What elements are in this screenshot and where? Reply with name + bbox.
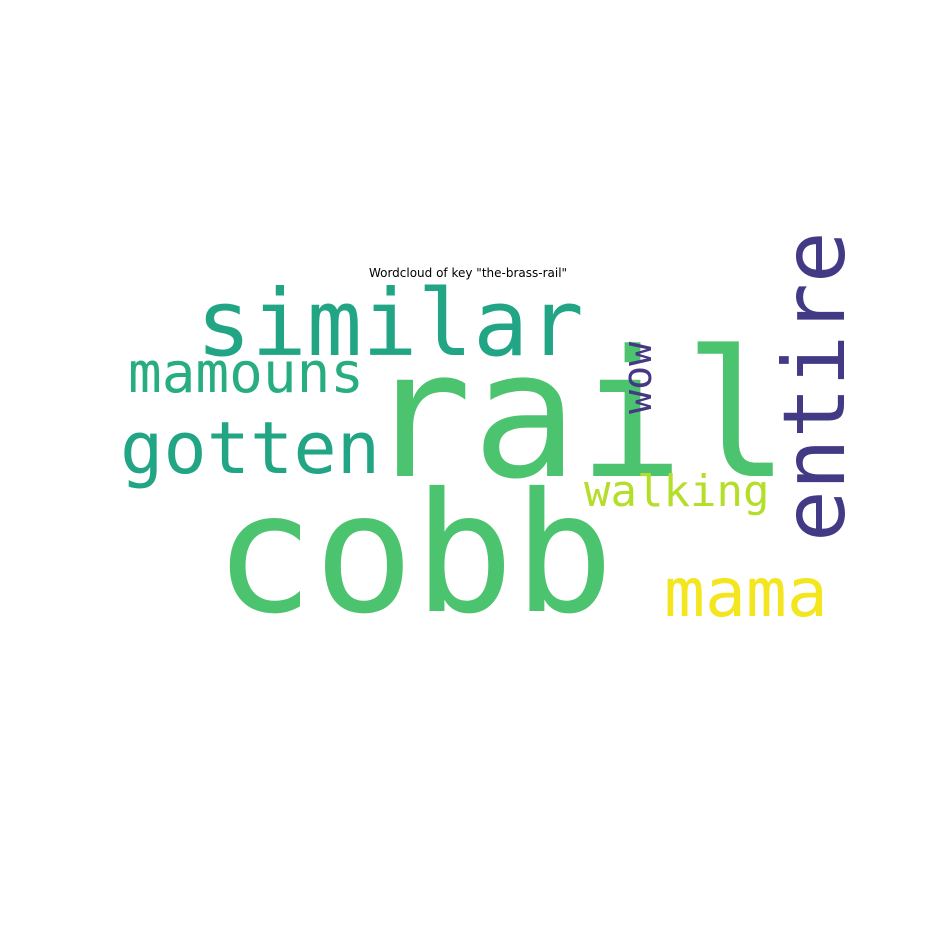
word-similar: similar bbox=[196, 270, 584, 377]
word-mamouns: mamouns bbox=[128, 341, 365, 406]
word-entire: entire bbox=[765, 231, 865, 542]
word-cobb: cobb bbox=[214, 458, 614, 651]
chart-title: Wordcloud of key "the-brass-rail" bbox=[368, 266, 568, 280]
word-wow: wow bbox=[615, 341, 661, 414]
word-rail: rail bbox=[366, 313, 790, 518]
word-mama: mama bbox=[664, 554, 828, 633]
word-gotten: gotten bbox=[120, 406, 381, 490]
word-walking: walking bbox=[584, 466, 770, 517]
